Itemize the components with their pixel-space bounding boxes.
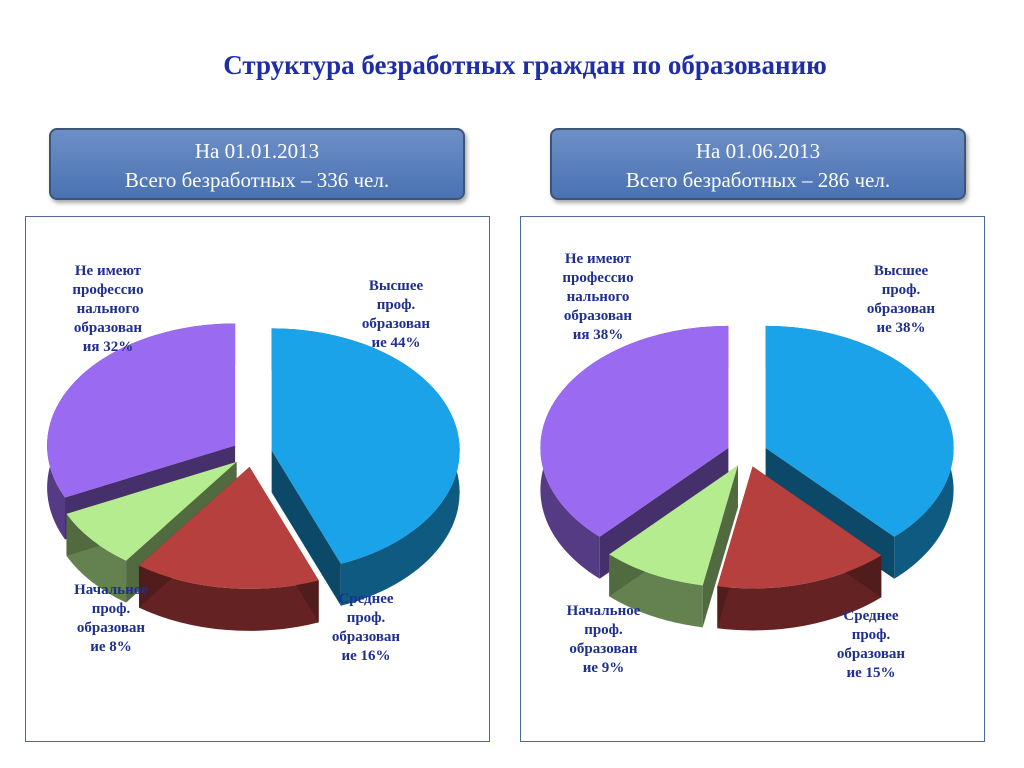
date-box-total: Всего безработных – 336 чел.: [124, 168, 390, 192]
label-line: профессио: [72, 282, 144, 298]
pie-chart-2013-01: [47, 323, 460, 631]
label-secondary-education: Среднее проф. образован ие 15%: [821, 607, 921, 683]
label-line: образован: [73, 320, 143, 336]
label-line: образован: [563, 308, 633, 324]
label-line: проф.: [584, 622, 623, 638]
label-line: ия 38%: [572, 327, 624, 343]
pie-panel-2013-06: Не имеют профессио нального образован ия 38%…: [520, 216, 985, 742]
pie-slice-primary: [609, 465, 738, 628]
date-box-total: Всего безработных – 286 чел.: [625, 168, 891, 192]
label-no-education: Не имеют профессио нального образован ия 32%: [38, 262, 178, 357]
label-line: образован: [569, 641, 638, 657]
label-line: Среднее: [843, 608, 899, 624]
pie-panel-2013-01: Не имеют профессио нального образован ия 32%…: [25, 216, 490, 742]
pie-slice-secondary: [717, 466, 882, 631]
label-line: Начальное: [74, 582, 148, 598]
pie-slice-secondary: [138, 466, 319, 631]
label-line: образован: [76, 620, 146, 636]
label-line: ие 16%: [341, 648, 391, 664]
label-line: профессио: [562, 270, 634, 286]
label-primary-education: Начальное проф. образован ие 9%: [551, 602, 656, 678]
label-line: Среднее: [338, 591, 394, 607]
label-line: образован: [866, 301, 936, 317]
label-higher-education: Высшее проф. образован ие 44%: [346, 277, 446, 353]
label-line: Не имеют: [564, 251, 632, 267]
label-line: нального: [566, 289, 630, 305]
label-line: проф.: [376, 297, 416, 313]
label-line: образован: [836, 646, 906, 662]
label-line: образован: [361, 316, 431, 332]
label-line: нального: [76, 301, 140, 317]
label-line: ия 32%: [82, 339, 134, 355]
label-line: ие 8%: [90, 639, 132, 655]
label-line: Начальное: [566, 603, 641, 619]
label-line: Высшее: [873, 263, 929, 279]
pie-slice-higher: [271, 328, 460, 606]
label-higher-education: Высшее проф. образован ие 38%: [851, 262, 951, 338]
pie-chart-2013-06: [540, 325, 954, 631]
date-box-date: На 01.01.2013: [194, 139, 320, 163]
label-line: ие 9%: [582, 660, 625, 676]
date-box-date: На 01.06.2013: [695, 139, 821, 163]
label-line: проф.: [91, 601, 131, 617]
date-box-2013-06: На 01.06.2013 Всего безработных – 286 че…: [550, 128, 966, 200]
label-secondary-education: Среднее проф. образован ие 16%: [316, 590, 416, 666]
date-box-2013-01: На 01.01.2013 Всего безработных – 336 че…: [49, 128, 465, 200]
label-line: проф.: [346, 610, 386, 626]
label-line: ие 38%: [876, 320, 926, 336]
label-line: ие 44%: [371, 335, 421, 351]
label-line: проф.: [851, 627, 891, 643]
label-line: Не имеют: [74, 263, 142, 279]
label-line: ие 15%: [846, 665, 896, 681]
label-line: Высшее: [368, 278, 424, 294]
slide-title: Структура безработных граждан по образов…: [223, 50, 827, 80]
label-primary-education: Начальное проф. образован ие 8%: [61, 581, 161, 657]
label-line: проф.: [881, 282, 921, 298]
label-line: образован: [331, 629, 401, 645]
label-no-education: Не имеют профессио нального образован ия 38%: [528, 250, 668, 345]
